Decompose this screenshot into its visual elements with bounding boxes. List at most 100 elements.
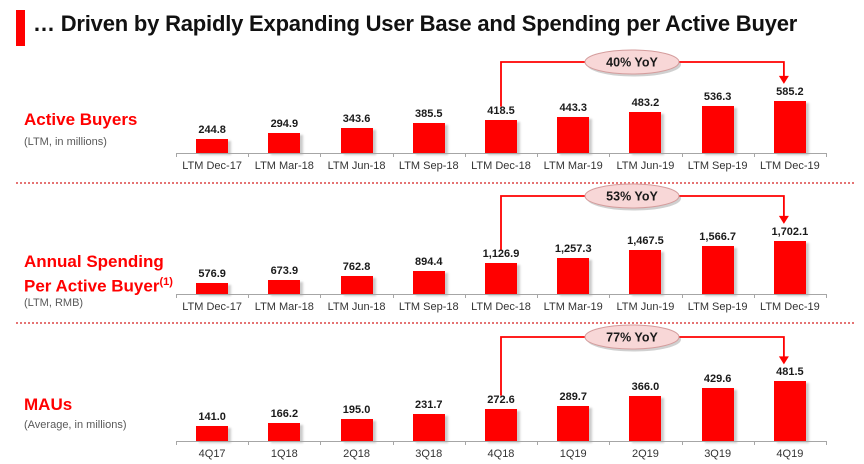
x-axis-tick: [392, 441, 394, 445]
x-axis-tick: [248, 441, 250, 445]
category-label: LTM Dec-18: [471, 301, 531, 313]
callout-ellipse-shadow: [587, 327, 681, 352]
chart-title-line: MAUs: [24, 395, 73, 414]
category-label: 4Q17: [198, 448, 226, 460]
x-axis-tick: [248, 153, 250, 157]
category-label: 2Q19: [631, 448, 659, 460]
bar: [701, 106, 734, 153]
chart-title-line: Active Buyers: [24, 110, 138, 129]
value-label: 536.3: [703, 91, 732, 104]
category-label: LTM Dec-17: [182, 301, 242, 313]
category-label: 1Q18: [270, 448, 298, 460]
category-label: LTM Sep-18: [398, 160, 459, 172]
bar: [196, 283, 229, 294]
x-axis-tick: [320, 294, 322, 298]
callout-label: 77% YoY: [606, 331, 658, 345]
value-label: 894.4: [415, 256, 443, 269]
x-axis-line: [176, 441, 826, 442]
x-axis-tick: [609, 441, 611, 445]
bar: [268, 422, 301, 441]
category-label: 4Q18: [487, 448, 515, 460]
x-axis-tick: [537, 441, 539, 445]
category-label: 3Q18: [415, 448, 443, 460]
x-axis-tick: [464, 294, 466, 298]
category-label: LTM Sep-19: [687, 160, 748, 172]
bar: [557, 257, 590, 294]
callout-ellipse: [584, 324, 680, 350]
value-label: 195.0: [342, 403, 371, 416]
bar: [629, 249, 662, 294]
bar: [196, 425, 229, 441]
bar: [557, 406, 590, 441]
x-axis-tick: [248, 294, 250, 298]
category-label: LTM Dec-19: [760, 301, 820, 313]
value-label: 576.9: [198, 268, 226, 281]
bar: [629, 396, 662, 441]
title-accent-bar: [16, 10, 25, 46]
category-label: LTM Jun-19: [616, 301, 675, 313]
value-label: 483.2: [631, 97, 660, 110]
value-label: 141.0: [198, 410, 226, 423]
value-label: 289.7: [559, 391, 587, 404]
value-label: 385.5: [415, 108, 443, 121]
x-axis-tick: [176, 153, 177, 157]
bar: [557, 116, 590, 153]
callout-arrowhead-icon: [778, 215, 789, 224]
value-label: 673.9: [270, 264, 299, 277]
chart-subtitle: (LTM, RMB): [24, 297, 84, 309]
category-label: LTM Sep-19: [687, 301, 748, 313]
category-label: LTM Jun-19: [616, 160, 675, 172]
bar: [485, 262, 517, 294]
value-label: 1,126.9: [482, 247, 520, 260]
x-axis-tick: [392, 153, 394, 157]
x-axis-tick: [176, 294, 177, 298]
bar: [773, 100, 806, 153]
bar: [340, 276, 373, 294]
x-axis-tick: [464, 153, 466, 157]
x-axis-tick: [392, 294, 394, 298]
value-label: 443.3: [559, 101, 587, 114]
value-label: 429.6: [703, 373, 732, 386]
bar: [412, 123, 445, 153]
value-label: 1,702.1: [771, 225, 809, 238]
bar: [773, 381, 806, 441]
value-label: 343.6: [342, 112, 371, 125]
value-label: 418.5: [487, 104, 515, 117]
x-axis-tick: [753, 441, 755, 445]
bar: [773, 240, 806, 294]
value-label: 166.2: [270, 407, 299, 420]
category-label: LTM Sep-18: [398, 301, 459, 313]
category-label: LTM Mar-18: [254, 301, 314, 313]
x-axis-tick: [609, 294, 611, 298]
callout-label: 53% YoY: [606, 190, 658, 204]
callout-ellipse-shadow: [587, 52, 681, 77]
category-label: 3Q19: [704, 448, 732, 460]
callout-arrowhead-icon: [778, 356, 789, 365]
x-axis-tick: [681, 153, 683, 157]
bar: [412, 414, 445, 441]
bar: [412, 271, 445, 294]
callout-label: 40% YoY: [606, 56, 658, 70]
category-label: 1Q19: [559, 448, 587, 460]
callout-ellipse-shadow: [587, 186, 681, 211]
x-axis-tick: [826, 153, 827, 157]
x-axis-tick: [681, 294, 683, 298]
x-axis-tick: [681, 441, 683, 445]
x-axis-line: [176, 294, 826, 295]
category-label: LTM Dec-19: [760, 160, 820, 172]
bar: [629, 112, 662, 153]
value-label: 585.2: [776, 85, 804, 98]
category-label: LTM Mar-18: [254, 160, 314, 172]
chart-title: Annual Spending Per Active Buyer(1): [24, 251, 173, 297]
value-label: 231.7: [415, 399, 443, 412]
value-label: 1,257.3: [554, 242, 592, 255]
x-axis-tick: [826, 294, 827, 298]
value-label: 481.5: [776, 366, 804, 379]
x-axis-line: [176, 153, 826, 154]
x-axis-tick: [537, 153, 539, 157]
section-separator-line: [16, 322, 854, 324]
callout-ellipse: [584, 49, 680, 75]
value-label: 1,467.5: [627, 234, 664, 247]
value-label: 762.8: [342, 261, 371, 274]
